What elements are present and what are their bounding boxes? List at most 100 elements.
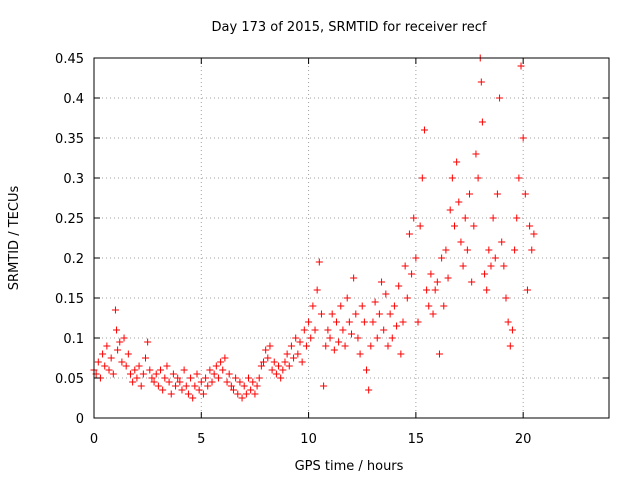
data-point: [242, 390, 250, 398]
data-point: [193, 370, 201, 378]
data-point: [517, 62, 525, 70]
data-point: [189, 394, 197, 402]
data-point: [126, 370, 134, 378]
data-point: [255, 374, 263, 382]
data-point: [272, 370, 280, 378]
data-point: [397, 350, 405, 358]
grid: [94, 58, 609, 418]
data-point: [365, 386, 373, 394]
data-point: [253, 382, 261, 390]
data-point: [515, 174, 523, 182]
data-point: [440, 302, 448, 310]
data-point: [393, 322, 401, 330]
data-point: [478, 118, 486, 126]
data-point: [384, 342, 392, 350]
data-point: [423, 286, 431, 294]
data-point: [240, 382, 248, 390]
data-point: [431, 286, 439, 294]
data-point: [433, 278, 441, 286]
data-point: [337, 302, 345, 310]
data-point: [154, 382, 162, 390]
data-point: [356, 350, 364, 358]
data-point: [481, 270, 489, 278]
data-point: [118, 358, 126, 366]
data-point: [375, 310, 383, 318]
data-point: [150, 378, 158, 386]
data-point: [187, 374, 195, 382]
data-point: [416, 222, 424, 230]
data-point: [311, 326, 319, 334]
data-point: [176, 378, 184, 386]
data-point: [142, 354, 149, 362]
data-point: [373, 334, 381, 342]
plot-frame: [93, 57, 610, 419]
x-tick-label: 5: [197, 432, 205, 447]
data-point: [341, 342, 349, 350]
x-tick-label: 10: [300, 432, 317, 447]
data-point: [354, 334, 362, 342]
data-point: [485, 246, 493, 254]
data-point: [339, 326, 347, 334]
data-point: [129, 378, 137, 386]
data-point: [451, 222, 458, 230]
data-point: [208, 378, 216, 386]
y-tick-label: 0.45: [55, 52, 84, 67]
data-point: [302, 342, 310, 350]
data-point: [290, 354, 298, 362]
data-point: [103, 342, 111, 350]
data-point: [94, 358, 102, 366]
data-point: [519, 134, 527, 142]
data-point: [197, 378, 205, 386]
data-point: [279, 366, 287, 374]
data-point: [199, 390, 207, 398]
data-point: [180, 366, 188, 374]
data-point: [459, 262, 467, 270]
data-point: [405, 230, 413, 238]
data-point: [148, 374, 156, 382]
data-point: [287, 342, 295, 350]
data-point: [371, 298, 379, 306]
data-point: [380, 326, 388, 334]
data-point: [448, 174, 456, 182]
data-point: [120, 334, 128, 342]
data-point: [144, 338, 152, 346]
y-tick-label: 0.35: [55, 132, 84, 147]
data-point: [114, 346, 122, 354]
data-point: [463, 246, 471, 254]
data-point: [257, 362, 265, 370]
data-point: [429, 310, 437, 318]
data-point: [466, 190, 474, 198]
data-point: [133, 374, 141, 382]
data-point: [328, 310, 336, 318]
data-point: [191, 382, 199, 390]
data-point: [410, 214, 418, 222]
data-point: [390, 302, 398, 310]
data-point: [412, 254, 420, 262]
data-point: [146, 366, 154, 374]
data-point: [227, 382, 235, 390]
data-point: [468, 278, 476, 286]
data-point: [330, 346, 338, 354]
x-tick-label: 0: [90, 432, 98, 447]
y-axis-label: SRMTID / TECUs: [7, 186, 22, 291]
data-point: [167, 390, 175, 398]
data-point: [438, 254, 446, 262]
data-point: [474, 174, 482, 182]
data-point: [496, 94, 504, 102]
data-point: [521, 190, 529, 198]
data-point: [249, 378, 257, 386]
data-point: [262, 346, 270, 354]
data-point: [320, 382, 328, 390]
data-point: [528, 246, 536, 254]
data-point: [172, 382, 180, 390]
data-point: [360, 318, 368, 326]
data-point: [313, 286, 321, 294]
data-point: [483, 286, 491, 294]
data-point: [388, 334, 396, 342]
data-point: [435, 350, 443, 358]
data-point: [232, 374, 240, 382]
data-point: [219, 366, 227, 374]
data-point: [309, 302, 317, 310]
data-point: [442, 246, 450, 254]
